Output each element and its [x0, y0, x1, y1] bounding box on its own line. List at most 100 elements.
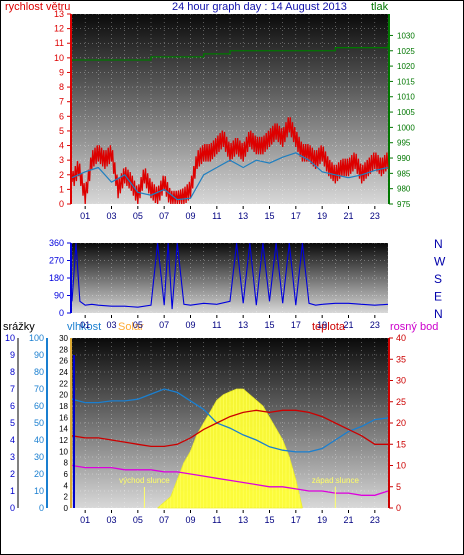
direction-panel-xtick-label: 11 [212, 320, 221, 330]
wind-ytick-label: 13 [54, 9, 64, 19]
pressure-ytick-label: 985 [397, 169, 411, 178]
humidity-ytick-label: 40 [34, 435, 44, 445]
wind-panel-xtick-label: 15 [264, 211, 274, 221]
direction-panel-xtick-label: 09 [185, 320, 195, 330]
sunset-label: západ slunce [312, 476, 360, 485]
rain-ytick-label: 2 [10, 469, 15, 479]
rain-ytick-label: 5 [10, 418, 15, 428]
rain-ytick-label: 10 [5, 333, 15, 343]
wind-ytick-label: 9 [59, 67, 64, 77]
pressure-ytick-label: 1030 [397, 31, 415, 40]
humidity-ytick-label: 20 [34, 469, 44, 479]
climate-panel-xtick-label: 13 [238, 515, 248, 525]
climate-panel-xtick-label: 17 [291, 515, 301, 525]
wind-ytick-label: 8 [59, 82, 64, 92]
solar-ytick-label: 2 [64, 493, 69, 502]
solar-ytick-label: 14 [59, 425, 68, 434]
wind-ytick-label: 0 [59, 199, 64, 209]
rain-ytick-label: 9 [10, 350, 15, 360]
wind-panel-xtick-label: 01 [80, 211, 90, 221]
climate-panel-xtick-label: 23 [370, 515, 380, 525]
wind-ytick-label: 11 [55, 38, 64, 48]
humidity-ytick-label: 0 [39, 503, 44, 513]
sunrise-label: východ slunce [119, 476, 170, 485]
wind-panel-xtick-label: 03 [106, 211, 116, 221]
wind-ytick-label: 6 [59, 111, 64, 121]
rain-label: srážky [3, 321, 35, 333]
pressure-ytick-label: 980 [397, 185, 411, 194]
direction-ytick-label: 360 [49, 238, 64, 248]
pressure-ytick-label: 1005 [397, 108, 415, 117]
pressure-ytick-label: 1010 [397, 93, 415, 102]
temperature-series [71, 409, 388, 448]
wind-ytick-label: 7 [59, 97, 64, 107]
wind-panel-xtick-label: 13 [238, 211, 248, 221]
climate-panel-xtick-label: 11 [212, 515, 221, 525]
pressure-ytick-label: 975 [397, 200, 411, 209]
direction-panel-xtick-label: 03 [106, 320, 116, 330]
solar-ytick-label: 18 [59, 402, 68, 411]
pressure-series [72, 44, 389, 61]
direction-ytick-label: 90 [54, 291, 64, 301]
direction-panel-xtick-label: 19 [317, 320, 327, 330]
solar-ytick-label: 0 [64, 504, 69, 513]
humidity-ytick-label: 100 [29, 333, 44, 343]
compass-label: N [434, 307, 443, 321]
wind-ytick-label: 10 [54, 53, 64, 63]
solar-ytick-label: 30 [59, 334, 68, 343]
climate-panel-xtick-label: 03 [106, 515, 116, 525]
temperature-label: teplota [312, 321, 346, 333]
humidity-ytick-label: 10 [34, 486, 44, 496]
wind-ytick-label: 5 [59, 126, 64, 136]
temperature-ytick-label: 40 [396, 333, 406, 343]
chart-title: 24 hour graph day : 14 August 2013 [172, 1, 347, 13]
wind-panel-xtick-label: 19 [317, 211, 327, 221]
compass-label: E [434, 290, 442, 304]
wind-ytick-label: 3 [59, 155, 64, 165]
rain-ytick-label: 0 [10, 503, 15, 513]
wind-ytick-label: 1 [59, 184, 64, 194]
direction-ytick-label: 270 [49, 256, 64, 266]
solar-ytick-label: 26 [59, 357, 68, 366]
rain-ytick-label: 1 [10, 486, 15, 496]
pressure-ytick-label: 1015 [397, 77, 415, 86]
humidity-ytick-label: 80 [34, 367, 44, 377]
temperature-ytick-label: 25 [396, 397, 406, 407]
climate-panel-xtick-label: 09 [185, 515, 195, 525]
humidity-ytick-label: 70 [34, 384, 44, 394]
humidity-label: vlhkost [67, 321, 102, 333]
wind-panel-xtick-label: 17 [291, 211, 301, 221]
direction-panel-xtick-label: 05 [133, 320, 143, 330]
wind-panel-xtick-label: 21 [343, 211, 353, 221]
direction-panel-xtick-label: 15 [264, 320, 274, 330]
pressure-label: tlak [371, 1, 389, 13]
solar-ytick-label: 24 [59, 368, 68, 377]
pressure-ytick-label: 1020 [397, 62, 415, 71]
wind-panel-xtick-label: 05 [133, 211, 143, 221]
pressure-ytick-label: 1025 [397, 47, 415, 56]
humidity-ytick-label: 90 [34, 350, 44, 360]
humidity-ytick-label: 50 [34, 418, 44, 428]
rain-ytick-label: 6 [10, 401, 15, 411]
dewpoint-label: rosný bod [390, 321, 439, 333]
direction-panel-xtick-label: 21 [343, 320, 353, 330]
solar-ytick-label: 4 [64, 481, 69, 490]
direction-panel-xtick-label: 13 [238, 320, 248, 330]
wind-ytick-label: 2 [59, 170, 64, 180]
temperature-ytick-label: 5 [396, 482, 401, 492]
direction-panel-xtick-label: 07 [159, 320, 169, 330]
rain-ytick-label: 3 [10, 452, 15, 462]
solar-ytick-label: 16 [59, 413, 68, 422]
pressure-ytick-label: 1000 [397, 123, 415, 132]
wind-panel-xtick-label: 11 [212, 211, 221, 221]
humidity-series [71, 388, 389, 453]
climate-panel-xtick-label: 15 [264, 515, 274, 525]
solar-ytick-label: 12 [59, 436, 68, 445]
wind-average-series [71, 152, 389, 201]
direction-panel-xtick-label: 23 [370, 320, 380, 330]
solar-ytick-label: 6 [64, 470, 69, 479]
wind-direction-series [71, 242, 389, 310]
temperature-ytick-label: 20 [396, 418, 406, 428]
temperature-ytick-label: 0 [396, 503, 401, 513]
